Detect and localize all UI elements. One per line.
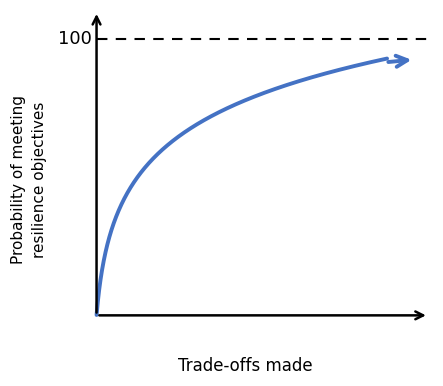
Text: 100: 100 — [58, 30, 92, 48]
Y-axis label: Probability of meeting
resilience objectives: Probability of meeting resilience object… — [11, 95, 47, 264]
X-axis label: Trade-offs made: Trade-offs made — [178, 357, 312, 375]
